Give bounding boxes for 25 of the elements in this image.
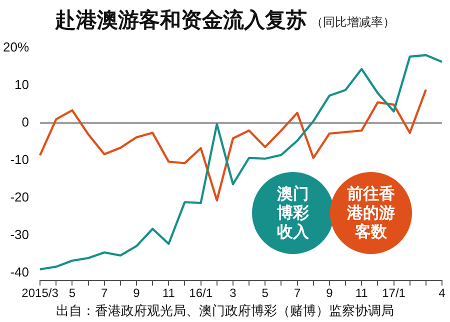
y-tick-label: -30 bbox=[10, 227, 30, 242]
x-tick-label: 11 bbox=[355, 286, 368, 300]
x-tick-label: 2015/3 bbox=[22, 286, 59, 300]
y-tick-label: 0 bbox=[22, 114, 30, 130]
text: 出自：香港政府观光局、澳门政府博彩（赌博）监察协调局 bbox=[55, 302, 395, 320]
x-tick-label: 17/1 bbox=[382, 286, 406, 300]
x-tick-label: 7 bbox=[100, 286, 108, 300]
chart-title: 赴港澳游客和资金流入复苏 bbox=[55, 8, 307, 34]
y-tick-label: -40 bbox=[10, 264, 30, 280]
chart-subtitle: （同比增减率） bbox=[311, 14, 395, 31]
x-tick-label: 4 bbox=[438, 286, 446, 300]
text: 前往香港的游客数 bbox=[346, 184, 396, 242]
y-tick-label: 10 bbox=[14, 77, 30, 92]
x-tick-label: 9 bbox=[326, 286, 334, 300]
y-tick-label: 20% bbox=[2, 40, 30, 55]
x-tick-label: 16/1 bbox=[189, 286, 213, 300]
y-tick-label: -20 bbox=[10, 190, 30, 205]
x-tick-label: 9 bbox=[133, 286, 140, 300]
x-tick-label: 11 bbox=[162, 286, 176, 300]
y-tick-label: -10 bbox=[10, 152, 30, 168]
x-tick-label: 5 bbox=[262, 286, 269, 300]
x-tick-label: 7 bbox=[294, 286, 301, 300]
x-tick-label: 3 bbox=[230, 286, 237, 300]
series-label: 澳门博彩收入 bbox=[276, 184, 310, 242]
x-tick-label: 5 bbox=[68, 286, 76, 300]
